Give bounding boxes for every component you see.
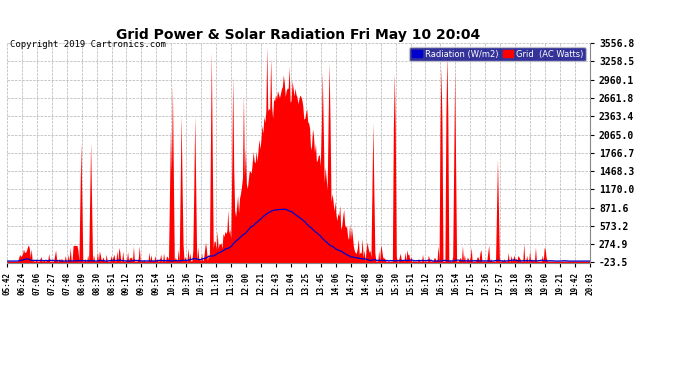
Text: Copyright 2019 Cartronics.com: Copyright 2019 Cartronics.com: [10, 40, 166, 49]
Legend: Radiation (W/m2), Grid  (AC Watts): Radiation (W/m2), Grid (AC Watts): [409, 47, 586, 61]
Title: Grid Power & Solar Radiation Fri May 10 20:04: Grid Power & Solar Radiation Fri May 10 …: [117, 28, 480, 42]
